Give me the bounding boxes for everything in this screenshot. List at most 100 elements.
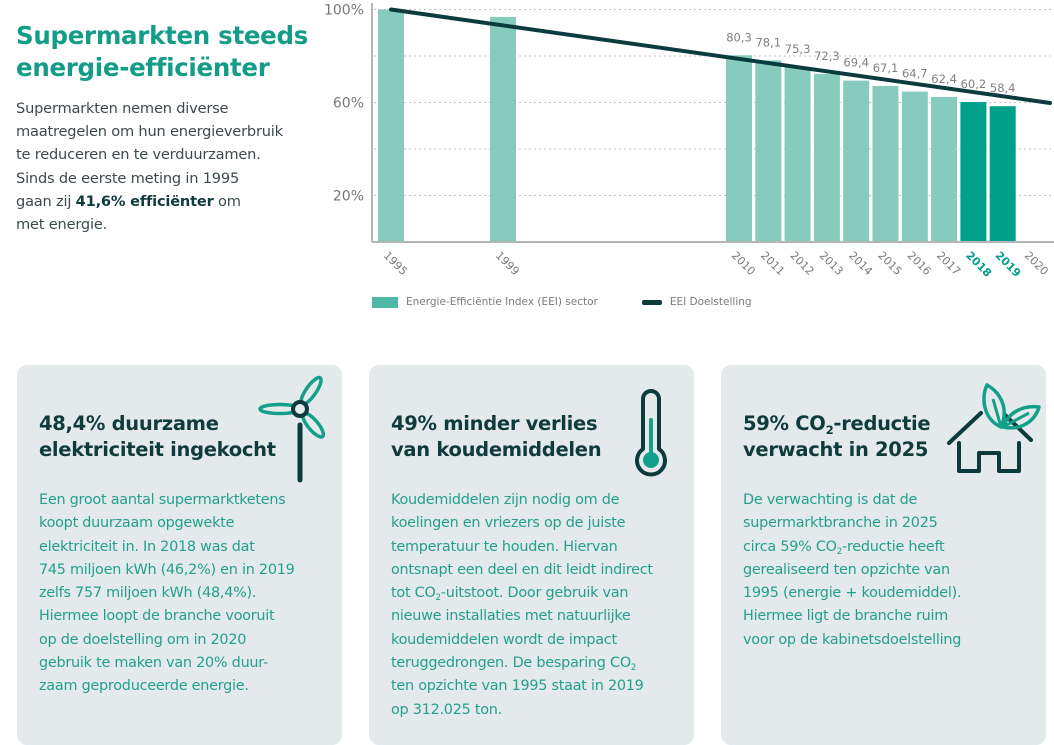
x-axis-ticks: 1995 1999 2010 2011 2012 2013 2014 2015 2016 2017… bbox=[381, 249, 1051, 280]
bar-2012 bbox=[784, 66, 811, 243]
x-tick-label-2018: 2018 bbox=[963, 249, 994, 280]
chart-bars bbox=[378, 9, 1016, 243]
intro-text: Supermarkten nemen diverse maatregelen o… bbox=[16, 97, 316, 236]
card-refrigerants: 49% minder verlies van koudemiddelen Kou… bbox=[369, 365, 694, 745]
x-tick-label-2012: 2012 bbox=[787, 249, 816, 278]
thermometer-icon bbox=[635, 389, 667, 477]
intro-text-post: om bbox=[213, 192, 241, 210]
card-body-line: elektriciteit in. In 2018 was dat bbox=[39, 538, 255, 555]
intro-text-line: met energie. bbox=[16, 216, 108, 234]
card-body-line: De verwachting is dat de bbox=[743, 492, 918, 508]
chart-legend: Energie-Efficiëntie Index (EEI) sector E… bbox=[372, 296, 796, 308]
intro-text-line: Sinds de eerste meting in 1995 bbox=[16, 169, 240, 187]
card-title: 59% CO2-reductie verwacht in 2025 bbox=[743, 411, 931, 463]
card-body-line: Hiermee ligt de branche ruim bbox=[743, 608, 949, 625]
card-body: De verwachting is dat de supermarktbranc… bbox=[743, 489, 1035, 652]
card-title-text: -reductie bbox=[833, 412, 931, 435]
card-body: Koudemiddelen zijn nodig om de koelingen… bbox=[391, 489, 683, 722]
card-title-text: 59% CO bbox=[743, 412, 826, 435]
card-body-line: op de doelstelling om in 2020 bbox=[39, 631, 247, 648]
target-line bbox=[389, 7, 1052, 105]
card-body-line: Een groot aantal supermarktketens bbox=[39, 492, 286, 508]
intro-text-highlight: 41,6% efficiënter bbox=[75, 192, 214, 210]
bar-2016 bbox=[901, 91, 928, 242]
bar-2017 bbox=[931, 96, 958, 242]
card-body-text: circa 59% CO bbox=[743, 538, 837, 555]
bar-label-2018: 60,2 bbox=[961, 77, 987, 91]
bar-2014 bbox=[843, 80, 870, 243]
card-body-line: koopt duurzaam opgewekte bbox=[39, 515, 235, 532]
bar-label-2017: 62,4 bbox=[931, 72, 957, 86]
bar-label-2016: 64,7 bbox=[902, 67, 928, 81]
subscript: 2 bbox=[630, 663, 637, 674]
bar-label-2011: 78,1 bbox=[755, 35, 781, 49]
house-leaf-icon bbox=[947, 383, 1041, 473]
card-body-line: zaam geproduceerde energie. bbox=[39, 678, 249, 695]
x-tick-label-2013: 2013 bbox=[817, 249, 846, 278]
card-body-line: koelingen en vriezers op de juiste bbox=[391, 515, 626, 532]
bar-2013 bbox=[813, 73, 840, 242]
card-title: 49% minder verlies van koudemiddelen bbox=[391, 411, 602, 463]
legend-item-eei-target: EEI Doelstelling bbox=[641, 296, 752, 308]
card-body-line: supermarktbranche in 2025 bbox=[743, 515, 938, 532]
card-body-line: Koudemiddelen zijn nodig om de bbox=[391, 492, 620, 508]
card-body-line: op 312.025 ton. bbox=[391, 701, 502, 718]
y-axis-ticks: 100% 60% 20% bbox=[324, 3, 364, 205]
card-body-text: tot CO bbox=[391, 585, 436, 602]
bar-label-2019: 58,4 bbox=[990, 81, 1016, 95]
legend-item-eei-sector: Energie-Efficiëntie Index (EEI) sector bbox=[372, 296, 598, 308]
card-body-line: ontsnapt een deel en dit leidt indirect bbox=[391, 561, 653, 578]
bar-label-2015: 67,1 bbox=[873, 61, 899, 75]
bar-1995 bbox=[378, 9, 404, 242]
y-tick-label: 60% bbox=[333, 96, 364, 112]
card-body-line: ten opzichte van 1995 staat in 2019 bbox=[391, 678, 644, 695]
card-body-line: 745 miljoen kWh (46,2%) en in 2019 bbox=[39, 561, 295, 578]
legend-label: Energie-Efficiëntie Index (EEI) sector bbox=[406, 296, 598, 308]
card-body-text: -uitstoot. Door gebruik van bbox=[440, 585, 629, 602]
card-body-text: teruggedrongen. De besparing CO bbox=[391, 655, 631, 672]
x-tick-label-2019: 2019 bbox=[993, 249, 1024, 280]
intro-title-line2: energie-efficiënter bbox=[16, 53, 270, 82]
card-title-line: 49% minder verlies bbox=[391, 412, 598, 435]
card-body-text: -reductie heeft bbox=[842, 538, 945, 555]
card-body-line: gebruik te maken van 20% duur- bbox=[39, 655, 268, 672]
bar-label-2014: 69,4 bbox=[843, 56, 869, 70]
x-tick-label-2015: 2015 bbox=[875, 249, 904, 278]
intro-text-line: te reduceren en te verduurzamen. bbox=[16, 146, 261, 164]
chart-bar-labels: 80,3 78,1 75,3 72,3 69,4 67,1 64,7 62,4 60,2 58,4 bbox=[726, 30, 1015, 95]
intro-text-line: Supermarkten nemen diverse bbox=[16, 100, 229, 117]
intro-text-line: maatregelen om hun energieverbruik bbox=[16, 123, 283, 141]
subscript: 2 bbox=[836, 546, 843, 557]
card-body-line: 1995 (energie + koudemiddel). bbox=[743, 585, 962, 602]
x-tick-label-1999: 1999 bbox=[493, 249, 522, 278]
bar-2015 bbox=[872, 85, 899, 243]
bar-1999 bbox=[490, 16, 516, 242]
bar-2010 bbox=[726, 55, 752, 242]
legend-swatch-line bbox=[641, 299, 662, 305]
card-body-line: nieuwe installaties met natuurlijke bbox=[391, 608, 631, 625]
x-tick-label-1995: 1995 bbox=[381, 249, 410, 278]
bar-2019 bbox=[989, 106, 1016, 242]
x-tick-label-2017: 2017 bbox=[934, 249, 963, 278]
card-body: Een groot aantal supermarktketens koopt … bbox=[39, 489, 331, 699]
card-title-line: 48,4% duurzame bbox=[39, 412, 219, 435]
x-tick-label-2020: 2020 bbox=[1022, 249, 1051, 278]
card-title-line: van koudemiddelen bbox=[391, 438, 602, 461]
intro-title-line1: Supermarkten steeds bbox=[16, 21, 309, 50]
legend-swatch-bar bbox=[372, 296, 398, 308]
legend-label: EEI Doelstelling bbox=[669, 296, 752, 308]
bar-label-2012: 75,3 bbox=[785, 42, 811, 56]
card-body-line: temperatuur te houden. Hiervan bbox=[391, 538, 618, 555]
eei-chart: 100%60%20% 80,3 78,1 75,3 72,3 69,4 67,1 64,7 6… bbox=[324, 3, 1054, 280]
x-tick-label-2011: 2011 bbox=[758, 249, 787, 278]
y-tick-label: 100% bbox=[324, 3, 364, 19]
card-body-line: voor op de kabinetsdoelstelling bbox=[743, 631, 962, 648]
y-tick-label: 20% bbox=[333, 189, 364, 205]
card-title: 48,4% duurzame elektriciteit ingekocht bbox=[39, 411, 276, 463]
intro-text-pre: gaan zij bbox=[16, 192, 76, 210]
x-tick-label-2014: 2014 bbox=[846, 249, 875, 278]
card-title-line: verwacht in 2025 bbox=[743, 438, 929, 461]
x-tick-label-2016: 2016 bbox=[905, 249, 934, 278]
card-renewable-electricity: 48,4% duurzame elektriciteit ingekocht E… bbox=[17, 365, 342, 745]
x-tick-label-2010: 2010 bbox=[729, 249, 758, 278]
